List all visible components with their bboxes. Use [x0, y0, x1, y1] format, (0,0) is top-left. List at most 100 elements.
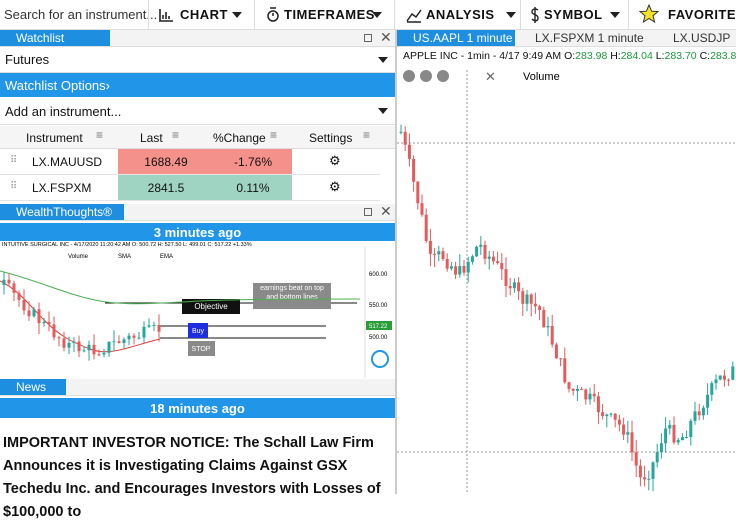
- close[interactable]: ✕: [380, 29, 392, 45]
- candle: [32, 309, 36, 317]
- menu-symbol[interactable]: SYMBOL: [544, 7, 603, 22]
- ohlc-label: O:: [564, 50, 576, 62]
- candle: [449, 266, 453, 269]
- candle: [626, 432, 630, 435]
- image-sma: SMA: [118, 254, 131, 260]
- price-label: 600.00: [369, 272, 388, 278]
- volume-label: Volume: [523, 71, 560, 83]
- candle: [52, 324, 56, 338]
- candle: [122, 339, 126, 343]
- candle: [102, 352, 106, 355]
- candle: [664, 428, 668, 444]
- candle: [554, 344, 558, 359]
- candle: [533, 303, 537, 307]
- candle: [504, 269, 508, 287]
- candle: [97, 354, 101, 356]
- candle: [72, 341, 76, 343]
- change-cell: 0.11%: [214, 175, 292, 200]
- candle: [718, 375, 722, 380]
- candle: [550, 325, 554, 345]
- candle: [491, 256, 495, 262]
- star-icon[interactable]: [639, 4, 659, 24]
- candle: [609, 413, 613, 415]
- chart-icon: [159, 9, 173, 22]
- candle: [529, 294, 533, 304]
- splitter[interactable]: [395, 30, 397, 494]
- candle: [697, 411, 701, 416]
- candle: [542, 310, 546, 328]
- candle: [521, 291, 525, 304]
- menu-favorite[interactable]: FAVORITE: [668, 7, 736, 22]
- candle: [82, 350, 86, 352]
- news-headline[interactable]: IMPORTANT INVESTOR NOTICE: The Schall La…: [3, 435, 381, 520]
- candle: [458, 266, 462, 275]
- row-line: [0, 200, 380, 201]
- chart-tabs: US.AAPL 1 minute LX.FSPXM 1 minute LX.US…: [397, 30, 736, 47]
- candle: [27, 310, 31, 317]
- close[interactable]: ✕: [380, 203, 392, 219]
- candle: [655, 452, 659, 463]
- settings-icon[interactable]: ⚙: [329, 153, 341, 168]
- candle: [37, 309, 41, 324]
- candle: [605, 414, 609, 417]
- candle: [157, 325, 161, 332]
- watchlist-tab[interactable]: Watchlist: [0, 30, 110, 46]
- panel-header: News: [0, 379, 395, 396]
- thought-image[interactable]: INTUITIVE SURGICAL INC - 4/17/2020 11:20…: [0, 241, 395, 378]
- candle: [428, 240, 432, 254]
- candle: [512, 282, 516, 289]
- ohlc-label: C:: [699, 50, 711, 62]
- chart-tab[interactable]: LX.USDJP: [673, 31, 731, 45]
- menu-chart[interactable]: CHART: [180, 7, 228, 22]
- candle: [407, 144, 411, 159]
- candle: [496, 261, 500, 264]
- thoughts-tab[interactable]: WealthThoughts®: [0, 204, 124, 220]
- objective-label: Objective: [194, 302, 228, 311]
- chart-tab[interactable]: US.AAPL 1 minute: [397, 30, 515, 46]
- news-time: 18 minutes ago: [0, 398, 395, 418]
- ohlc-value: 283.70: [664, 50, 697, 62]
- price-chart[interactable]: Volume ✕: [397, 64, 736, 494]
- image-ema: EMA: [160, 254, 173, 260]
- panel-header: WealthThoughts® ✕: [0, 203, 395, 221]
- toolbar: Search for an instrument... CHART TIMEFR…: [0, 0, 736, 30]
- candle: [466, 261, 470, 273]
- settings-icon[interactable]: ⚙: [329, 179, 341, 194]
- candle: [420, 203, 424, 215]
- candle: [685, 437, 689, 439]
- maximize[interactable]: [364, 34, 372, 42]
- candle: [12, 283, 16, 293]
- candle: [672, 424, 676, 443]
- change-cell: -1.76%: [214, 149, 292, 174]
- candle: [127, 335, 131, 340]
- add-instrument[interactable]: Add an instrument...: [0, 98, 395, 125]
- candle: [462, 266, 466, 273]
- chart-tab[interactable]: LX.FSPXM 1 minute: [535, 31, 644, 45]
- drag-handle: ⠿: [10, 181, 18, 192]
- candle: [567, 382, 571, 389]
- menu-analysis[interactable]: ANALYSIS: [426, 7, 495, 22]
- last-price: 517.22: [369, 324, 388, 330]
- candle: [117, 341, 121, 343]
- candle: [483, 244, 487, 259]
- watchlist-options[interactable]: Watchlist Options›: [0, 73, 395, 97]
- price-label: 500.00: [369, 335, 388, 341]
- candle: [112, 341, 116, 343]
- candle: [147, 325, 151, 327]
- svg-text:✕: ✕: [485, 69, 496, 84]
- candle: [475, 246, 479, 257]
- price-label: 550.00: [369, 303, 388, 309]
- maximize[interactable]: [364, 208, 372, 216]
- ohlc-value: 283.98: [575, 50, 608, 62]
- candle: [710, 383, 714, 395]
- instrument: LX.FSPXM: [32, 181, 92, 195]
- stop-label: STOP: [192, 346, 211, 353]
- search-box[interactable]: Search for an instrument...: [4, 7, 158, 22]
- menu-timeframes[interactable]: TIMEFRAMES: [284, 7, 375, 22]
- candle: [470, 256, 474, 262]
- candle: [613, 413, 617, 420]
- group-select[interactable]: Futures: [0, 47, 395, 73]
- watchlist-rows: ⠿ LX.MAUUSD 1688.49 -1.76% ⚙ ⠿ LX.FSPXM 2841.5 0…: [0, 149, 395, 201]
- news-tab[interactable]: News: [0, 379, 66, 395]
